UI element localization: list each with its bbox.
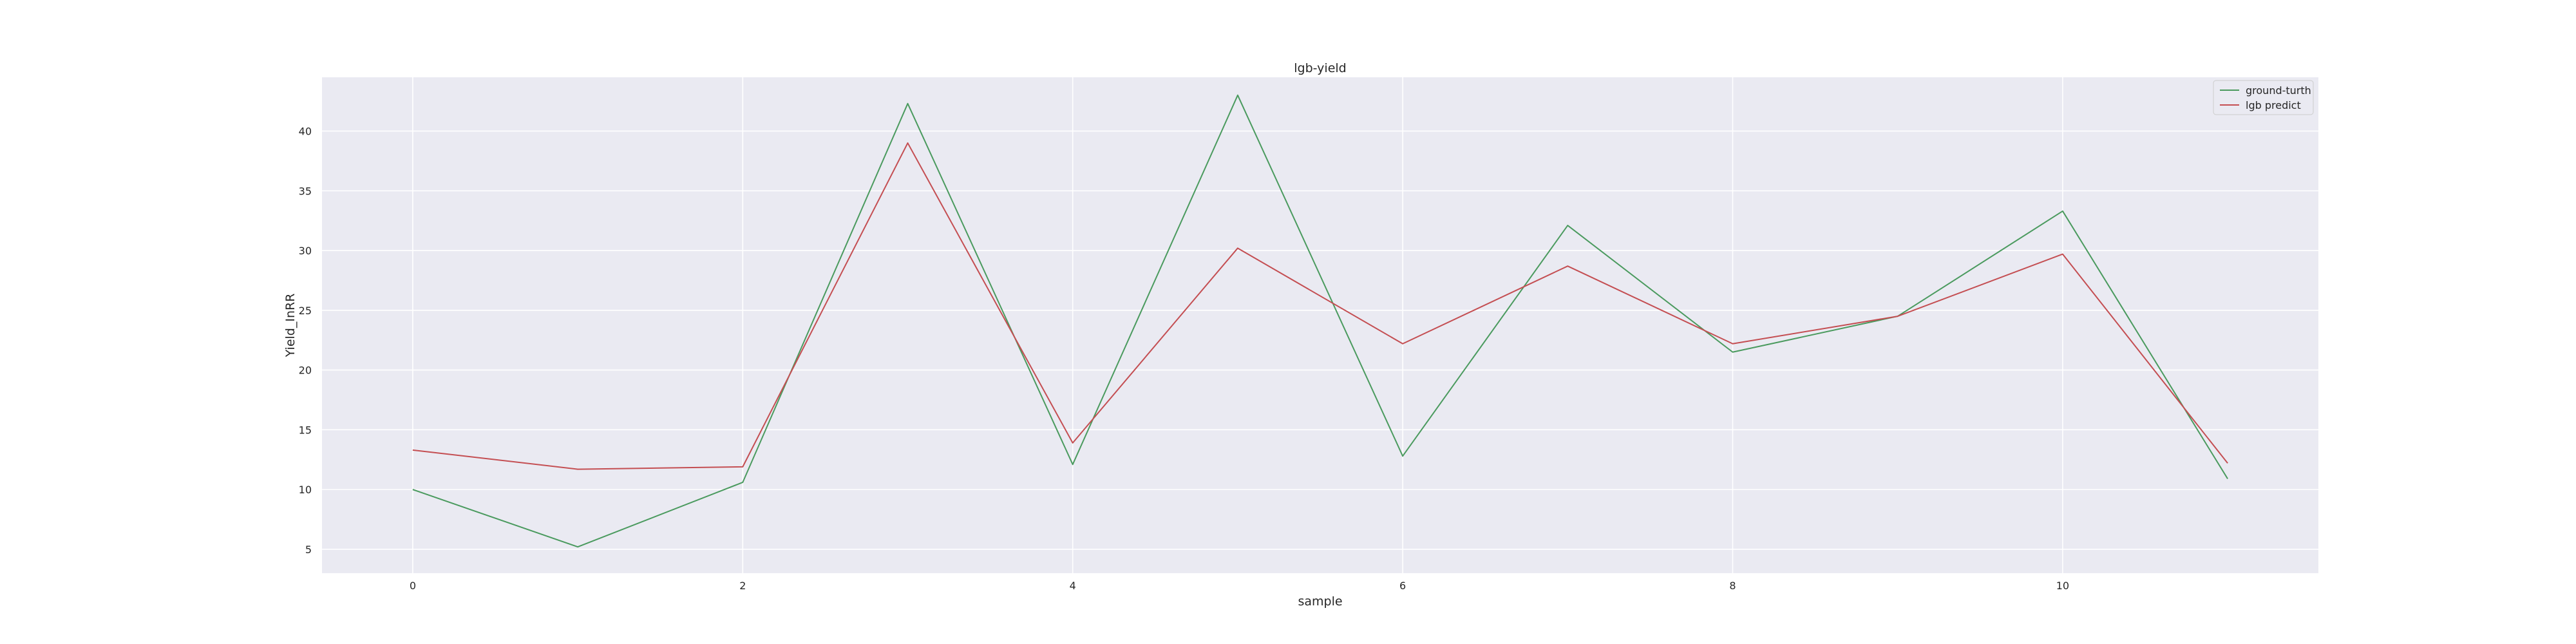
legend-label-lgb-predict: lgb predict xyxy=(2246,99,2301,111)
x-tick-label: 8 xyxy=(1729,580,1736,592)
x-tick-label: 0 xyxy=(410,580,416,592)
y-gridlines xyxy=(322,130,2318,550)
x-tick-label: 6 xyxy=(1399,580,1406,592)
y-tick-label: 30 xyxy=(299,245,312,257)
y-tick-label: 5 xyxy=(305,544,312,556)
legend: ground-turth lgb predict xyxy=(2213,80,2314,115)
x-gridlines xyxy=(412,77,2063,573)
x-tick-labels: 0 2 4 6 8 10 xyxy=(410,580,2069,592)
series-line-lgb-predict xyxy=(412,142,2228,470)
series-layer xyxy=(412,94,2228,548)
x-axis-label: sample xyxy=(1298,594,1342,609)
y-tick-label: 15 xyxy=(299,424,312,436)
x-tick-label: 4 xyxy=(1070,580,1076,592)
y-tick-label: 40 xyxy=(299,125,312,137)
y-axis-label: Yield_InRR xyxy=(283,294,298,358)
y-tick-label: 20 xyxy=(299,365,312,377)
plot-background xyxy=(322,77,2318,573)
legend-box xyxy=(2213,80,2314,115)
y-tick-labels: 5 10 15 20 25 30 35 40 xyxy=(299,125,312,555)
legend-label-ground-turth: ground-turth xyxy=(2246,84,2311,97)
y-tick-label: 10 xyxy=(299,484,312,496)
series-line-ground-turth xyxy=(412,94,2228,548)
chart-title: lgb-yield xyxy=(1294,61,1346,75)
x-tick-label: 2 xyxy=(739,580,746,592)
y-tick-label: 35 xyxy=(299,185,312,197)
x-tick-label: 10 xyxy=(2056,580,2069,592)
y-tick-label: 25 xyxy=(299,305,312,317)
